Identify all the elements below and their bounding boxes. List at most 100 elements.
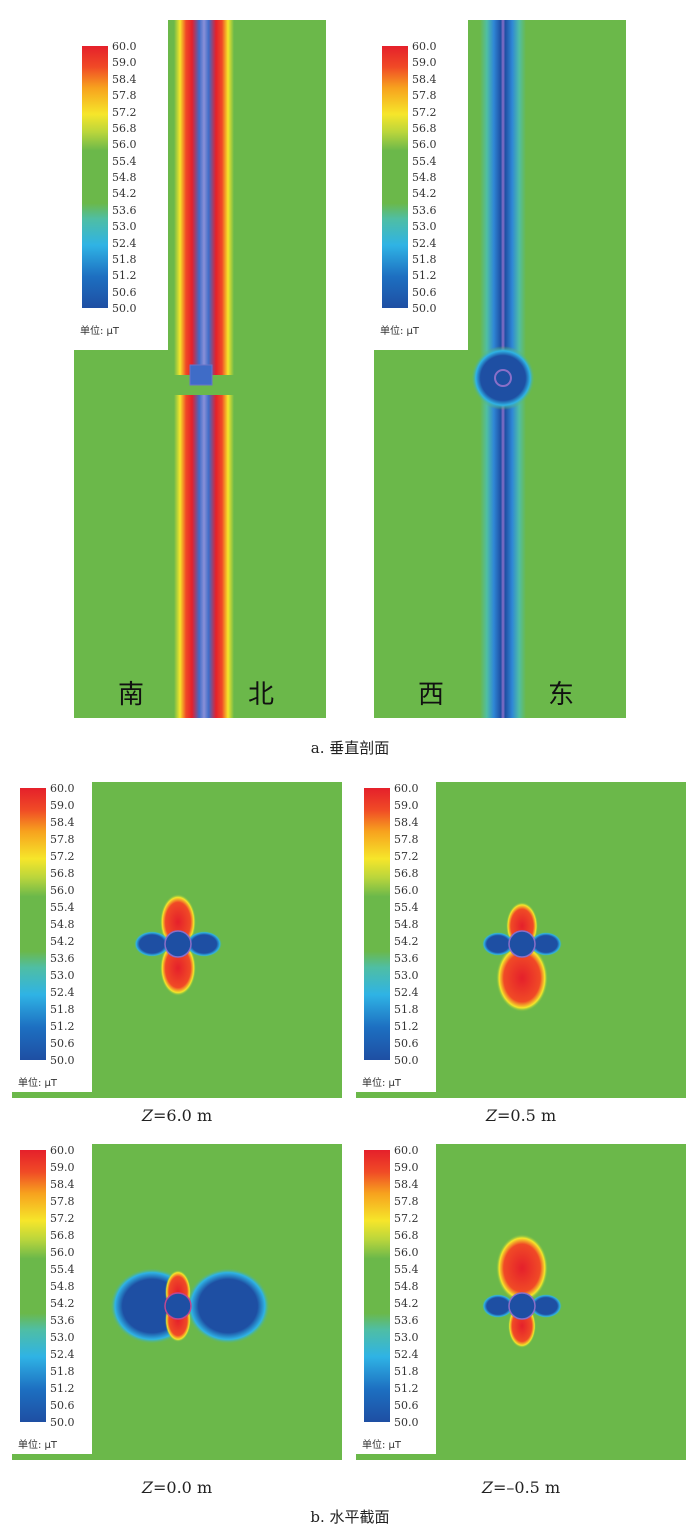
- colorbar-tick-label: 57.2: [112, 105, 137, 119]
- colorbar-tick-label: 50.6: [50, 1037, 75, 1050]
- colorbar-tick-label: 59.0: [394, 799, 419, 812]
- colorbar-tick-label: 56.8: [50, 1229, 75, 1242]
- colorbar-tick-label: 57.8: [112, 89, 137, 103]
- caption-vertical: a. 垂直剖面: [310, 739, 390, 757]
- colorbar-legend: 60.0 59.0 58.4 57.8 57.2 56.8 56.0 55.4 54.8 54.2…: [356, 1144, 436, 1454]
- colorbar-tick-label: 51.8: [412, 252, 437, 266]
- colorbar-tick-label: 53.6: [412, 203, 437, 217]
- colorbar-tick-label: 50.0: [50, 1054, 75, 1067]
- colorbar-tick-label: 55.4: [412, 154, 437, 168]
- vertical-panel-south-north: 60.0 59.0 58.4 57.8 57.2 56.8 56.0 55.4 54.8 54.2…: [74, 20, 326, 718]
- colorbar-tick-label: 56.0: [412, 138, 437, 152]
- colorbar-tick-label: 59.0: [50, 799, 75, 812]
- colorbar-legend: 60.0 59.0 58.4 57.8 57.2 56.8 56.0 55.4 54.8 54.2…: [374, 20, 468, 350]
- colorbar-legend: 60.0 59.0 58.4 57.8 57.2 56.8 56.0 55.4 54.8 54.2…: [12, 1144, 92, 1454]
- lobe-north: [496, 1234, 548, 1302]
- caption-z-6-0: Z=6.0 m: [141, 1106, 213, 1125]
- colorbar-tick-label: 54.2: [412, 187, 437, 201]
- colorbar-unit-label: 单位: μT: [362, 1440, 402, 1451]
- pipe-band-upper: [174, 20, 234, 375]
- colorbar-tick-label: 60.0: [50, 1144, 75, 1157]
- colorbar-tick-label: 54.8: [412, 171, 437, 184]
- junction-bulb: [471, 346, 535, 410]
- colorbar-tick-label: 54.2: [50, 1297, 75, 1310]
- colorbar-tick-label: 55.4: [50, 1263, 75, 1276]
- colorbar-tick-label: 54.2: [112, 187, 137, 201]
- colorbar-tick-label: 56.8: [394, 867, 419, 880]
- direction-label-east: 东: [548, 680, 575, 710]
- colorbar: [20, 788, 46, 1060]
- colorbar-tick-label: 53.6: [112, 203, 137, 217]
- colorbar-tick-label: 53.6: [394, 1314, 419, 1327]
- pipe-cross-section: [164, 1292, 192, 1320]
- colorbar-tick-label: 60.0: [394, 1144, 419, 1157]
- colorbar-tick-label: 52.4: [394, 986, 419, 999]
- lobe-east: [530, 932, 562, 956]
- colorbar-tick-label: 58.4: [50, 816, 75, 829]
- colorbar-tick-label: 56.0: [50, 884, 75, 897]
- colorbar-tick-label: 57.8: [394, 833, 419, 846]
- colorbar-tick-label: 50.6: [394, 1399, 419, 1412]
- direction-label-west: 西: [418, 680, 445, 710]
- colorbar-tick-label: 50.0: [50, 1416, 75, 1429]
- colorbar-tick-label: 50.6: [112, 285, 137, 299]
- colorbar-tick-label: 51.2: [112, 269, 137, 283]
- colorbar-tick-label: 56.0: [50, 1246, 75, 1259]
- colorbar-tick-label: 55.4: [50, 901, 75, 914]
- horizontal-panel-2: 60.0 59.0 58.4 57.8 57.2 56.8 56.0 55.4 54.8 54.2…: [356, 782, 686, 1098]
- colorbar-tick-label: 56.0: [394, 884, 419, 897]
- junction-marker: [189, 364, 213, 386]
- colorbar-tick-label: 54.8: [394, 918, 419, 931]
- colorbar-tick-label: 52.4: [412, 236, 437, 250]
- lobe-south: [496, 944, 548, 1012]
- lobe-east: [530, 1294, 562, 1318]
- colorbar-tick-label: 60.0: [50, 782, 75, 795]
- caption-z-0-5: Z=0.5 m: [485, 1106, 557, 1125]
- lobe-east: [186, 1268, 270, 1344]
- colorbar-unit-label: 单位: μT: [380, 326, 420, 337]
- colorbar-legend: 60.0 59.0 58.4 57.8 57.2 56.8 56.0 55.4 54.8 54.2…: [74, 20, 168, 350]
- colorbar-tick-label: 53.6: [50, 1314, 75, 1327]
- colorbar-tick-label: 52.4: [50, 986, 75, 999]
- colorbar-tick-label: 56.8: [50, 867, 75, 880]
- colorbar-tick-label: 59.0: [112, 56, 137, 70]
- colorbar-tick-label: 54.8: [50, 1280, 75, 1293]
- lobe-west: [482, 932, 514, 956]
- colorbar-tick-label: 51.2: [412, 269, 437, 283]
- colorbar-tick-label: 51.2: [50, 1020, 75, 1033]
- colorbar-tick-label: 50.6: [50, 1399, 75, 1412]
- colorbar-tick-label: 53.0: [50, 969, 75, 982]
- field-west-east: [471, 20, 535, 718]
- colorbar-tick-label: 53.0: [394, 969, 419, 982]
- colorbar-tick-label: 50.0: [394, 1416, 419, 1429]
- colorbar-tick-label: 53.6: [394, 952, 419, 965]
- colorbar-tick-label: 50.6: [412, 285, 437, 299]
- colorbar-legend: 60.0 59.0 58.4 57.8 57.2 56.8 56.0 55.4 54.8 54.2…: [356, 782, 436, 1092]
- caption-z-neg-0-5: Z=–0.5 m: [481, 1478, 561, 1497]
- direction-label-south: 南: [118, 680, 145, 710]
- colorbar-tick-label: 56.8: [394, 1229, 419, 1242]
- colorbar-unit-label: 单位: μT: [18, 1440, 58, 1451]
- colorbar-tick-label: 57.8: [394, 1195, 419, 1208]
- colorbar: [364, 1150, 390, 1422]
- colorbar-tick-label: 50.0: [394, 1054, 419, 1067]
- colorbar: [20, 1150, 46, 1422]
- colorbar-tick-label: 60.0: [394, 782, 419, 795]
- colorbar-unit-label: 单位: μT: [18, 1078, 58, 1089]
- colorbar-legend: 60.0 59.0 58.4 57.8 57.2 56.8 56.0 55.4 54.8 54.2…: [12, 782, 92, 1092]
- colorbar-tick-label: 51.8: [394, 1003, 419, 1016]
- colorbar-tick-label: 58.4: [412, 72, 437, 86]
- lobe-west: [134, 931, 170, 957]
- field-z-0-0: [110, 1268, 270, 1344]
- colorbar-tick-label: 56.8: [412, 121, 437, 135]
- colorbar-tick-label: 54.2: [394, 1297, 419, 1310]
- colorbar-tick-label: 55.4: [394, 1263, 419, 1276]
- colorbar-tick-label: 55.4: [394, 901, 419, 914]
- colorbar-tick-label: 56.8: [112, 121, 137, 135]
- colorbar-unit-label: 单位: μT: [362, 1078, 402, 1089]
- colorbar: [382, 46, 408, 308]
- colorbar-tick-label: 51.8: [112, 252, 137, 266]
- horizontal-panel-3: 60.0 59.0 58.4 57.8 57.2 56.8 56.0 55.4 54.8 54.2…: [12, 1144, 342, 1460]
- colorbar-unit-label: 单位: μT: [80, 326, 120, 337]
- colorbar-tick-label: 51.8: [394, 1365, 419, 1378]
